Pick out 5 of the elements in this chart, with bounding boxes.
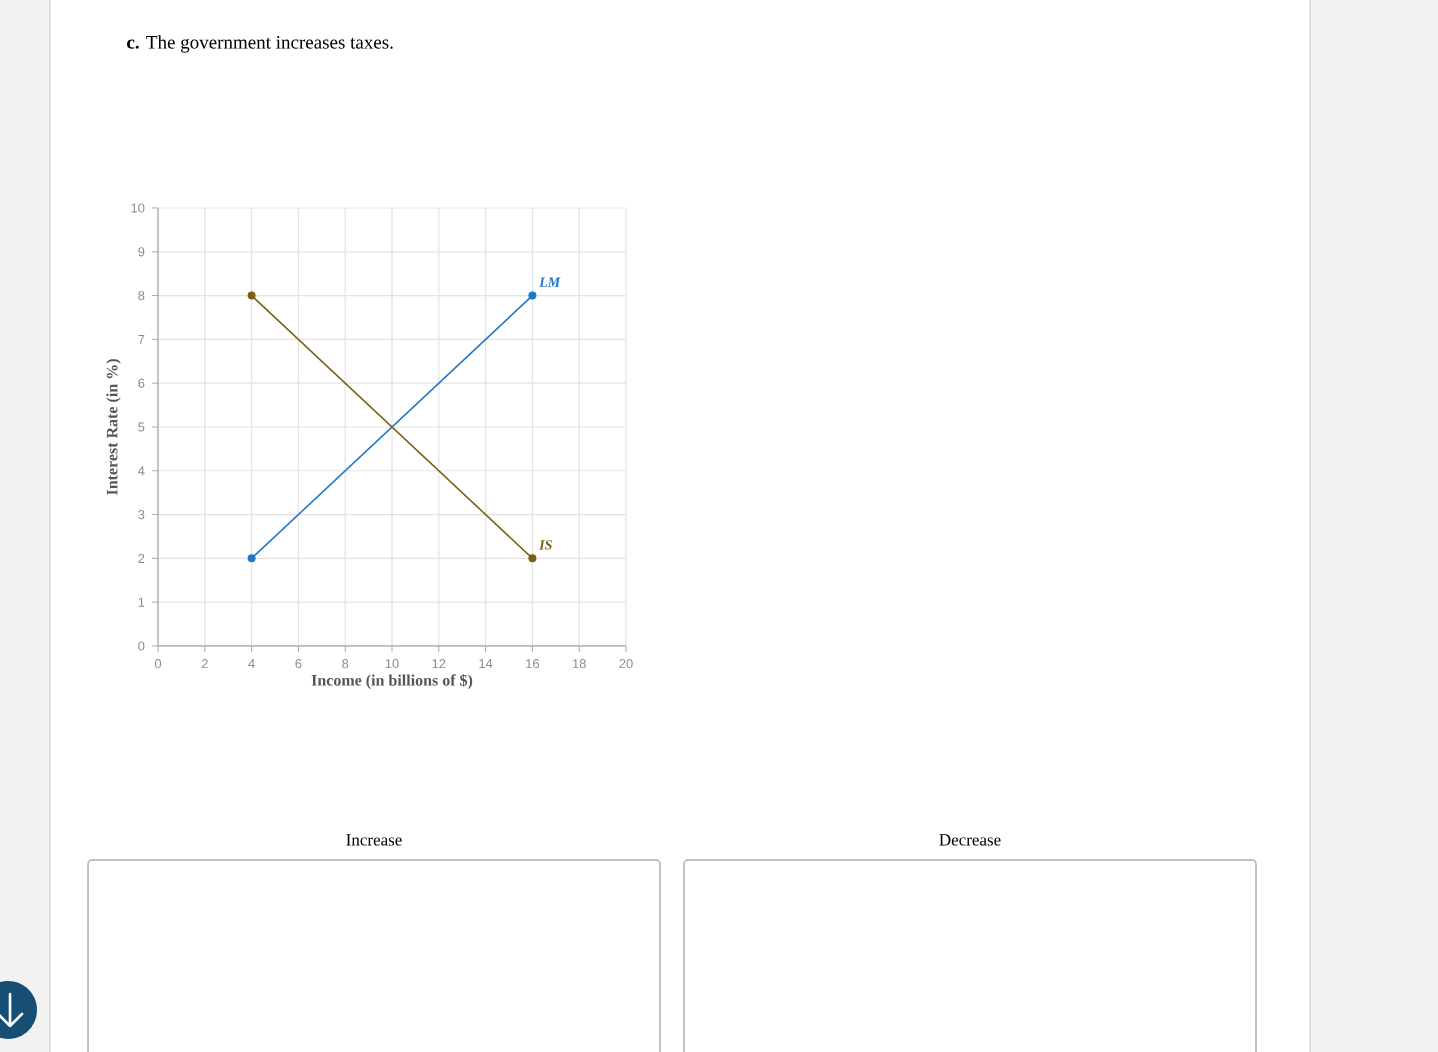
- chart-title: c. The government increases taxes.: [127, 35, 393, 53]
- text: Decrease: [939, 834, 1001, 846]
- y-axis-title: Interest Rate (in %): [106, 359, 121, 495]
- text: Increase: [346, 834, 402, 846]
- x-axis-title: Income (in billions of $): [311, 673, 473, 689]
